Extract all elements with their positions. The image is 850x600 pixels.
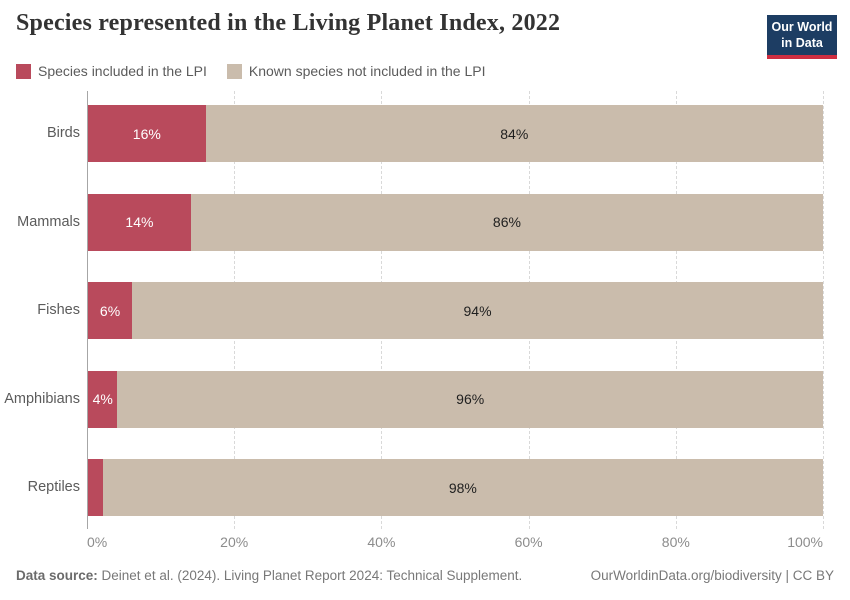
x-tick-label: 40% [367, 534, 396, 550]
bar-row: 16% 84% [88, 105, 823, 162]
percent-label: 16% [132, 125, 161, 142]
legend-label: Species included in the LPI [38, 63, 207, 79]
data-source-note: Data source: Deinet et al. (2024). Livin… [16, 568, 522, 583]
bar-segment-included[interactable]: 4% [88, 370, 118, 428]
category-label: Reptiles [27, 479, 80, 496]
owid-logo-line2: in Data [781, 35, 823, 50]
owid-logo-line1: Our World [771, 20, 833, 34]
percent-label: 86% [492, 214, 521, 231]
bar-segment-included[interactable]: 14% [88, 193, 191, 251]
x-tick-label: 100% [787, 534, 823, 550]
bar-segment-not-included[interactable]: 86% [190, 193, 823, 251]
legend-item: Known species not included in the LPI [226, 63, 486, 79]
gridline [823, 91, 824, 529]
bar-segment-not-included[interactable]: 94% [132, 282, 823, 340]
legend-item: Species included in the LPI [16, 63, 207, 79]
category-label: Mammals [17, 213, 80, 230]
percent-label: 14% [125, 214, 154, 231]
legend-label: Known species not included in the LPI [248, 63, 486, 79]
owid-logo-stripe [767, 55, 837, 60]
bar-row: 4% 96% [88, 370, 823, 428]
bar-segment-included[interactable]: 16% [88, 105, 206, 162]
category-label: Birds [46, 125, 80, 141]
plot-area: 16% 84% 14% 86% 6% 94% 4% 96% 98% [87, 91, 824, 529]
category-label: Amphibians [4, 390, 80, 407]
percent-label: 98% [448, 479, 477, 496]
bar-row: 14% 86% [88, 193, 823, 251]
chart-footer: Data source: Deinet et al. (2024). Livin… [16, 568, 834, 583]
bar-row: 98% [88, 459, 823, 517]
legend-swatch-icon [16, 63, 31, 79]
x-tick-label: 80% [661, 534, 690, 550]
percent-label: 4% [92, 391, 113, 408]
percent-label: 94% [463, 302, 492, 319]
owid-logo[interactable]: Our World in Data [767, 15, 837, 60]
y-axis-line [87, 91, 88, 529]
bar-segment-not-included[interactable]: 96% [117, 370, 823, 428]
x-axis: 0% 20% 40% 60% 80% 100% [87, 534, 823, 552]
credit-link[interactable]: OurWorldinData.org/biodiversity | CC BY [590, 568, 834, 583]
percent-label: 84% [500, 125, 529, 142]
legend-swatch-icon [226, 63, 242, 79]
bar-segment-not-included[interactable]: 84% [205, 105, 823, 162]
bar-segment-included[interactable] [88, 459, 103, 517]
category-label: Fishes [37, 302, 80, 319]
percent-label: 6% [99, 302, 121, 319]
x-tick-label: 60% [514, 534, 543, 550]
bar-segment-not-included[interactable]: 98% [102, 459, 823, 517]
x-tick-label: 20% [220, 534, 249, 550]
page-title: Species represented in the Living Planet… [16, 10, 561, 36]
chart-legend: Species included in the LPI Known species… [16, 63, 486, 79]
data-source-label: Data source: [16, 568, 98, 583]
bar-row: 6% 94% [88, 282, 823, 340]
bar-segment-included[interactable]: 6% [88, 282, 133, 340]
data-source-text: Deinet et al. (2024). Living Planet Repo… [97, 568, 523, 583]
x-tick-label: 0% [87, 534, 108, 550]
percent-label: 96% [456, 391, 485, 408]
